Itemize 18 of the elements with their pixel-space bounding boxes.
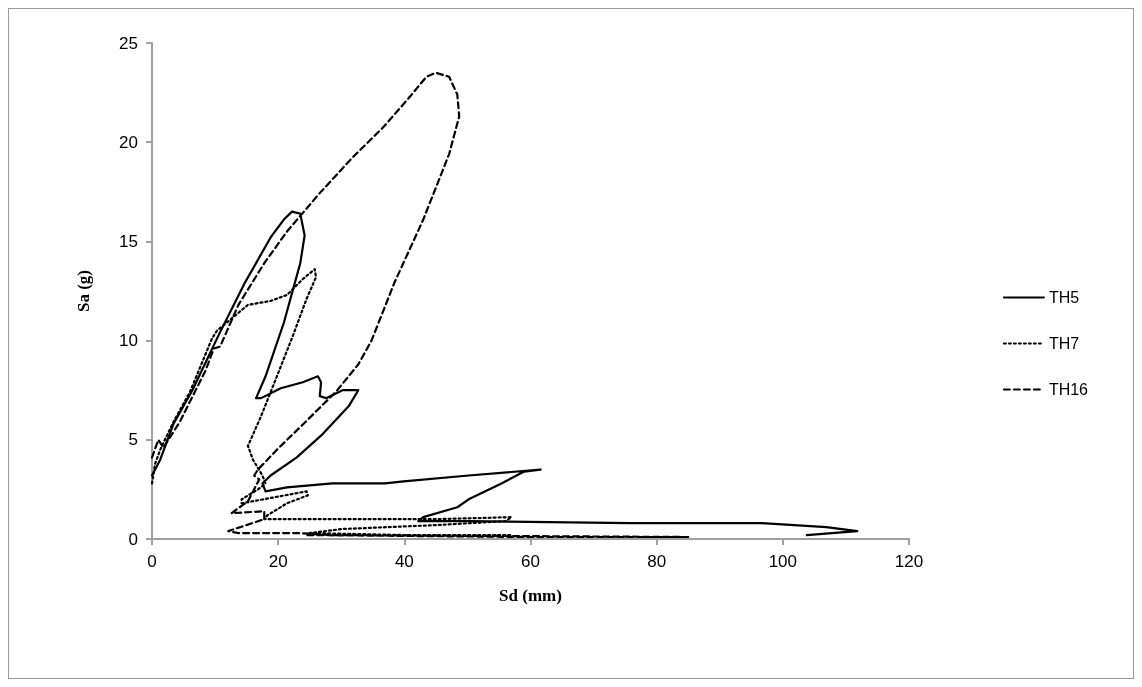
- x-axis-title: Sd (mm): [499, 586, 562, 605]
- y-axis-title: Sa (g): [74, 269, 93, 313]
- x-tick-label: 120: [894, 552, 924, 571]
- x-tick-label: 60: [521, 552, 540, 571]
- legend-label: TH7: [1048, 335, 1080, 352]
- x-tick-label: 80: [647, 552, 667, 571]
- x-tick-label: 20: [268, 552, 288, 571]
- y-tick-label: 5: [128, 430, 138, 450]
- y-tick-label: 0: [128, 529, 138, 549]
- x-tick-label: 0: [147, 552, 157, 571]
- legend-label: TH16: [1048, 381, 1089, 398]
- legend-label: TH5: [1048, 289, 1080, 306]
- y-tick-label: 15: [119, 231, 138, 251]
- x-tick-label: 40: [394, 552, 414, 571]
- y-tick-label: 20: [119, 132, 138, 152]
- y-tick-label: 10: [119, 331, 138, 351]
- y-tick-label: 25: [119, 33, 138, 53]
- x-tick-label: 100: [768, 552, 798, 571]
